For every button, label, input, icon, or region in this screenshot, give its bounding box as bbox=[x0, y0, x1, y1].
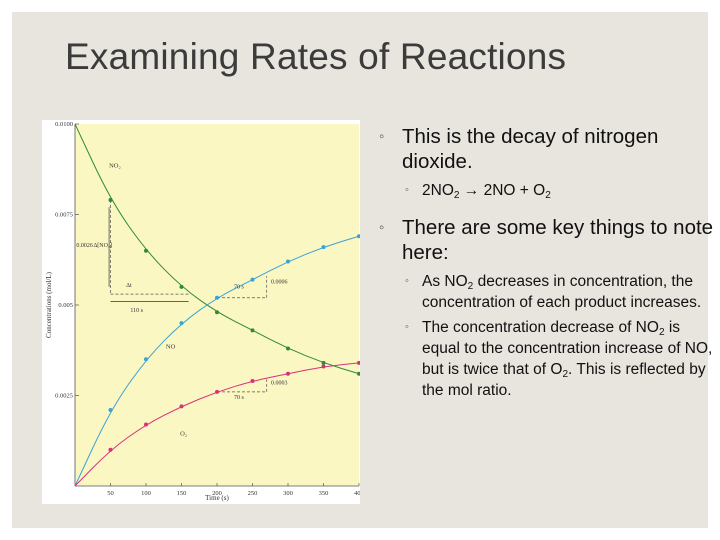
y-tick-label: 0.0075 bbox=[55, 212, 73, 219]
equation-part: 2NO bbox=[422, 182, 454, 199]
x-tick-label: 300 bbox=[283, 490, 293, 497]
annotation-0006: 0.0006 bbox=[271, 279, 288, 285]
slide: Examining Rates of Reactions 0.0025 0.005… bbox=[12, 12, 713, 528]
data-point-o2 bbox=[357, 360, 360, 365]
annotation-0003: 0.0003 bbox=[271, 381, 288, 387]
bullet-no2-decreases: ◦ As NO2 decreases in concentration, the … bbox=[377, 271, 717, 313]
annotation-70s-a: 70 s bbox=[234, 285, 245, 291]
chart-svg: 0.0025 0.005 0.0075 0.0100 50 100 150 200 250 300… bbox=[42, 120, 360, 504]
data-point-no bbox=[215, 295, 219, 300]
data-point-no bbox=[144, 357, 148, 362]
x-tick-label: 50 bbox=[107, 490, 114, 497]
data-point-no bbox=[357, 234, 360, 239]
data-point-o2 bbox=[215, 389, 219, 394]
data-point-no2 bbox=[215, 310, 219, 315]
bullet-part: As NO bbox=[422, 273, 468, 290]
data-point-no2 bbox=[250, 328, 255, 333]
data-point-o2 bbox=[321, 364, 326, 369]
y-axis-label: Concentrations (mol/L) bbox=[45, 271, 53, 338]
x-tick-label: 100 bbox=[141, 490, 151, 497]
bullet-part: The concentration decrease of NO bbox=[422, 319, 659, 336]
x-axis-label: Time (s) bbox=[205, 494, 229, 502]
data-point-o2 bbox=[179, 404, 184, 409]
data-point-no2 bbox=[321, 360, 326, 365]
bullet-part: is equal to the concentration increase o… bbox=[422, 319, 713, 378]
y-tick-label: 0.0100 bbox=[55, 121, 73, 128]
equation-part: → 2NO + O bbox=[459, 182, 546, 199]
data-point-no2 bbox=[108, 198, 113, 203]
bullet-subscript: 2 bbox=[658, 327, 665, 338]
bullet-list: ◦ This is the decay of nitrogen dioxide. … bbox=[377, 124, 717, 405]
equation-subscript: 2 bbox=[545, 190, 551, 201]
concentration-chart: 0.0025 0.005 0.0075 0.0100 50 100 150 200 250 300… bbox=[42, 120, 360, 504]
data-point-no bbox=[179, 321, 184, 326]
bullet-marker: ◦ bbox=[405, 275, 409, 287]
x-tick-label: 150 bbox=[177, 490, 187, 497]
annotation-0026: 0.0026 bbox=[76, 243, 93, 249]
data-point-o2 bbox=[286, 371, 290, 376]
data-point-no bbox=[286, 259, 290, 264]
data-point-no2 bbox=[179, 284, 184, 289]
data-point-o2 bbox=[250, 379, 255, 384]
data-point-no bbox=[108, 407, 113, 412]
y-tick-label: 0.0025 bbox=[55, 393, 73, 400]
bullet-decay: ◦ This is the decay of nitrogen dioxide. bbox=[377, 124, 717, 174]
plot-area bbox=[75, 124, 359, 486]
slide-title: Examining Rates of Reactions bbox=[65, 36, 567, 77]
bullet-mol-ratio: ◦ The concentration decrease of NO2 is eq… bbox=[377, 317, 717, 401]
data-point-o2 bbox=[108, 447, 113, 452]
y-tick-label: 0.005 bbox=[58, 302, 73, 309]
series-label-no2: NO₂ bbox=[109, 162, 121, 169]
bullet-text: This is the decay of nitrogen dioxide. bbox=[402, 125, 659, 173]
series-label-o2: O₂ bbox=[180, 430, 187, 437]
bullet-marker: ◦ bbox=[405, 321, 409, 333]
bullet-marker: ◦ bbox=[405, 184, 409, 196]
bullet-key-things: ◦ There are some key things to note here: bbox=[377, 215, 717, 265]
annotation-delta-t: Δt bbox=[126, 283, 132, 289]
annotation-delta-no2: Δ[NO₂] bbox=[93, 243, 112, 249]
bullet-marker: ◦ bbox=[379, 128, 385, 145]
bullet-equation: ◦ 2NO2 → 2NO + O2 bbox=[377, 180, 717, 201]
bullet-text: There are some key things to note here: bbox=[402, 216, 714, 264]
bullet-part: . This is reflected by the mol ratio. bbox=[422, 361, 706, 399]
x-tick-label: 250 bbox=[248, 490, 258, 497]
data-point-no2 bbox=[357, 371, 360, 376]
data-point-no bbox=[321, 245, 326, 250]
bullet-subscript: 2 bbox=[467, 281, 474, 292]
x-tick-label: 200 bbox=[212, 490, 222, 497]
annotation-70s-b: 70 s bbox=[234, 395, 245, 401]
series-label-no: NO bbox=[166, 343, 176, 350]
data-point-no2 bbox=[144, 248, 148, 253]
bullet-marker: ◦ bbox=[379, 219, 385, 236]
x-tick-label: 400 bbox=[354, 490, 360, 497]
bullet-part: decreases in concentration, the concentr… bbox=[422, 273, 702, 311]
data-point-no bbox=[250, 277, 255, 282]
equation-subscript: 2 bbox=[453, 190, 460, 201]
data-point-o2 bbox=[144, 422, 148, 427]
data-point-no2 bbox=[286, 346, 290, 351]
annotation-110s: 110 s bbox=[130, 308, 143, 314]
x-tick-label: 350 bbox=[319, 490, 329, 497]
bullet-subscript: 2 bbox=[562, 369, 569, 380]
